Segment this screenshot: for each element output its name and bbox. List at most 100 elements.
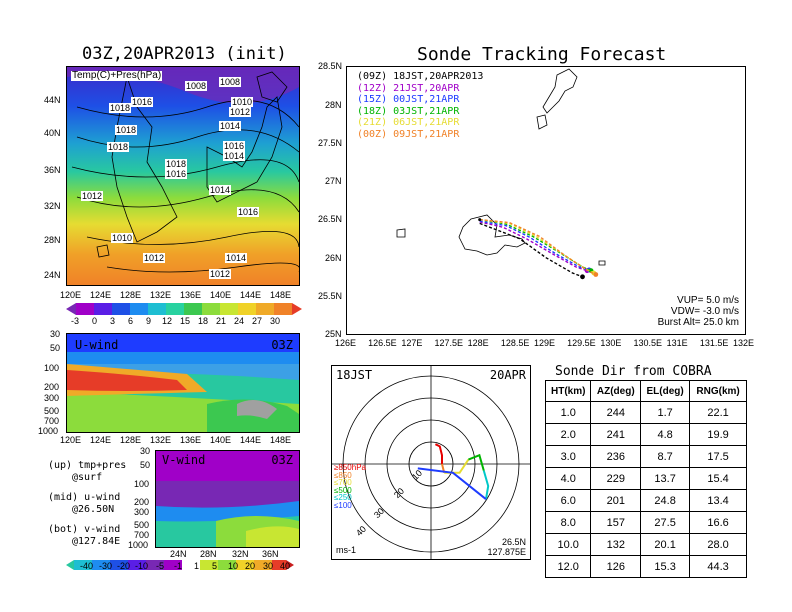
uwind-field	[67, 334, 299, 432]
isobar-label: 1016	[165, 169, 188, 179]
hodograph-plot	[332, 366, 530, 559]
colorbar-label: 30	[263, 561, 274, 571]
p-tick: 300	[44, 393, 60, 403]
colorbar-label: 0	[92, 316, 98, 326]
level-entry: ≤250	[334, 493, 352, 502]
vwind-panel: V-wind 03Z	[155, 450, 300, 548]
p-tick: 500	[44, 406, 60, 416]
island-coast	[542, 68, 578, 114]
isobar-label: 1010	[231, 97, 254, 107]
lon-tick: 128E	[120, 435, 142, 445]
table-row: 1.0 244 1.7 22.1	[544, 401, 747, 424]
colorbar-label: 6	[128, 316, 134, 326]
track-line-5	[479, 218, 597, 276]
lat-tick: 28.5N	[318, 61, 343, 71]
colorbar-label: -10	[135, 561, 149, 571]
isobar-label: 1018	[165, 159, 188, 169]
colorbar-label: 12	[162, 316, 173, 326]
lon-tick: 124E	[90, 435, 112, 445]
temp-pres-label: Temp(C)+Pres(hPa)	[71, 70, 163, 81]
lat-tick: 24N	[44, 270, 61, 280]
isobar-label: 1010	[111, 233, 134, 243]
col-ht: HT(km)	[544, 380, 592, 402]
isobar-label: 1008	[185, 81, 208, 91]
isobar-label: 1008	[219, 77, 242, 87]
isobar-label: 1012	[209, 269, 232, 279]
lat-tick: 28N	[325, 100, 342, 110]
hodograph-segment-5	[417, 467, 487, 500]
table-header-row: HT(km) AZ(deg) EL(deg) RNG(km)	[544, 380, 747, 402]
lat-tick: 36N	[44, 165, 61, 175]
okinawa-coast	[458, 214, 526, 256]
legend-entry: (09Z) 18JST,20APR2013	[357, 71, 484, 82]
lat-tick: 28N	[44, 235, 61, 245]
lon-tick: 140E	[210, 435, 232, 445]
colorbar-label: 30	[270, 316, 281, 326]
lon-tick: 128.5E	[500, 338, 530, 348]
p-tick: 100	[44, 363, 60, 373]
left-title: 03Z,20APR2013 (init)	[82, 44, 287, 64]
isobar-label: 1016	[131, 97, 154, 107]
isobar-label: 1016	[237, 207, 260, 217]
colorbar-label: -3	[71, 316, 80, 326]
p-tick: 200	[44, 382, 60, 392]
p-tick: 700	[44, 416, 60, 426]
level-entry: ≥850hPa	[334, 463, 366, 472]
colorbar-label: -30	[99, 561, 113, 571]
isobar-label: 1012	[143, 253, 166, 263]
lon-tick: 130E	[600, 338, 622, 348]
track-legend: (09Z) 18JST,20APR2013 (12Z) 21JST,20APR …	[357, 71, 483, 140]
lat-tick: 32N	[232, 549, 249, 559]
lat-tick: 27.5N	[318, 138, 343, 148]
hodograph-segment-0	[434, 443, 443, 464]
isobar-label: 1012	[229, 107, 252, 117]
uwind-panel: U-wind 03Z	[66, 333, 300, 433]
legend-entry: (18Z) 03JST,21APR	[357, 105, 460, 117]
table-row: 6.0 201 24.8 13.4	[544, 489, 747, 512]
p-tick: 200	[134, 497, 150, 507]
isobar-label: 1014	[219, 121, 242, 131]
colorbar-label: 3	[110, 316, 116, 326]
island-coast	[536, 114, 548, 130]
lon-tick: 132E	[733, 338, 755, 348]
table-row: 3.0 236 8.7 17.5	[544, 445, 747, 468]
track-plot	[396, 68, 606, 280]
lon-tick: 120E	[60, 290, 82, 300]
hodograph-segment-4	[482, 470, 490, 500]
lat-tick: 36N	[262, 549, 279, 559]
island-coast	[598, 260, 606, 266]
isobar-label: 1016	[223, 141, 246, 151]
colorbar-label: -40	[80, 561, 94, 571]
colorbar-label: 24	[234, 316, 245, 326]
lon-tick: 126.5E	[368, 338, 397, 348]
lon-tick: 126E	[335, 338, 357, 348]
colorbar-label: 27	[252, 316, 263, 326]
isobar-label: 1018	[109, 103, 132, 113]
lon-tick: 124E	[90, 290, 112, 300]
legend-entry: (15Z) 00JST,21APR	[357, 94, 460, 105]
legend-entry: (21Z) 06JST,21APR	[357, 117, 460, 128]
lon-tick: 140E	[210, 290, 232, 300]
track-line-0	[479, 222, 583, 278]
track-params: VUP= 5.0 m/s VDW= -3.0 m/s Burst Alt= 25…	[657, 295, 739, 328]
lat-tick: 24N	[170, 549, 187, 559]
colorbar-label: -1	[174, 561, 183, 571]
lat-tick: 26.5N	[318, 214, 343, 224]
note-bot: (bot) v-wind @127.84E	[48, 524, 121, 547]
right-title: Sonde Tracking Forecast	[417, 44, 667, 65]
lon-tick: 129.5E	[567, 338, 596, 348]
p-tick: 30	[140, 446, 151, 456]
colorbar-label: 40	[280, 561, 291, 571]
track-line-2	[479, 220, 590, 271]
lat-tick: 28N	[200, 549, 217, 559]
isobar-label: 1018	[107, 142, 130, 152]
lon-tick: 131.5E	[699, 338, 729, 348]
lon-tick: 132E	[150, 435, 172, 445]
vwind-label: V-wind	[162, 453, 206, 467]
lon-tick: 127E	[401, 338, 423, 348]
temp-colorbar	[66, 303, 302, 315]
lon-tick: 144E	[240, 290, 262, 300]
hodo-time: 18JST	[336, 368, 373, 382]
hodograph-panel: 18JST 20APR ≥850hPa ≤850 ≤700 ≤500 ≤250 …	[331, 365, 531, 560]
p-tick: 50	[50, 343, 61, 353]
